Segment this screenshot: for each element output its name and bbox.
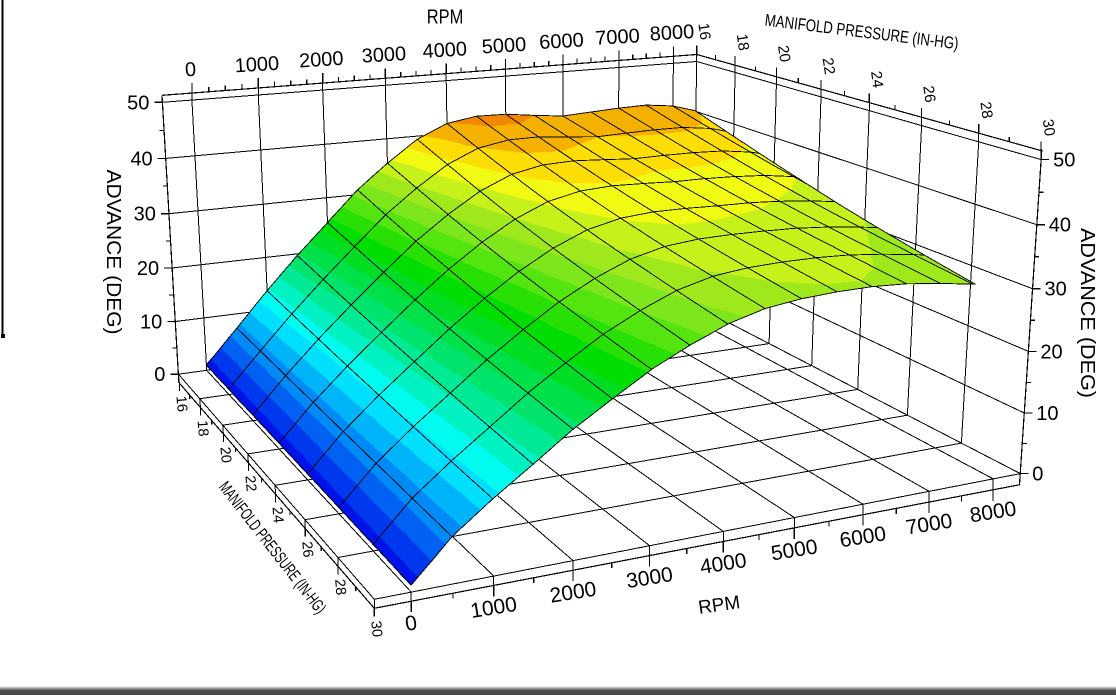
- svg-text:18: 18: [733, 33, 752, 52]
- svg-text:22: 22: [819, 57, 838, 76]
- svg-text:0: 0: [154, 364, 165, 386]
- svg-text:0: 0: [184, 59, 196, 82]
- svg-text:ADVANCE (DEG): ADVANCE (DEG): [102, 170, 124, 335]
- svg-text:20: 20: [1040, 341, 1062, 363]
- svg-text:1000: 1000: [234, 53, 280, 78]
- svg-text:50: 50: [127, 92, 149, 114]
- svg-text:5000: 5000: [481, 34, 527, 59]
- svg-text:7000: 7000: [595, 25, 641, 50]
- svg-text:ADVANCE (DEG): ADVANCE (DEG): [1076, 228, 1098, 398]
- svg-text:10: 10: [140, 312, 162, 334]
- svg-text:22: 22: [241, 475, 258, 492]
- svg-text:40: 40: [1049, 215, 1071, 237]
- svg-text:20: 20: [137, 258, 159, 280]
- svg-text:8000: 8000: [649, 21, 695, 46]
- svg-text:2000: 2000: [298, 48, 344, 73]
- svg-text:28: 28: [331, 578, 348, 595]
- svg-text:20: 20: [774, 44, 793, 63]
- svg-text:RPM: RPM: [427, 7, 464, 29]
- svg-text:6000: 6000: [539, 29, 585, 54]
- svg-text:24: 24: [867, 70, 886, 89]
- svg-text:16: 16: [694, 22, 713, 41]
- svg-text:28: 28: [976, 101, 995, 120]
- svg-text:24: 24: [269, 506, 286, 523]
- svg-text:30: 30: [134, 204, 156, 226]
- svg-text:10: 10: [1036, 403, 1058, 425]
- svg-text:26: 26: [298, 541, 315, 558]
- svg-text:30: 30: [1045, 279, 1067, 301]
- svg-text:40: 40: [130, 148, 152, 170]
- svg-text:18: 18: [194, 420, 211, 437]
- svg-text:16: 16: [172, 395, 189, 412]
- svg-text:0: 0: [1032, 464, 1043, 486]
- svg-text:4000: 4000: [422, 38, 468, 63]
- svg-text:20: 20: [216, 446, 233, 463]
- svg-text:30: 30: [367, 620, 384, 637]
- svg-text:30: 30: [1039, 118, 1058, 137]
- svg-text:26: 26: [919, 85, 938, 104]
- svg-text:50: 50: [1053, 150, 1075, 172]
- svg-text:3000: 3000: [361, 43, 407, 68]
